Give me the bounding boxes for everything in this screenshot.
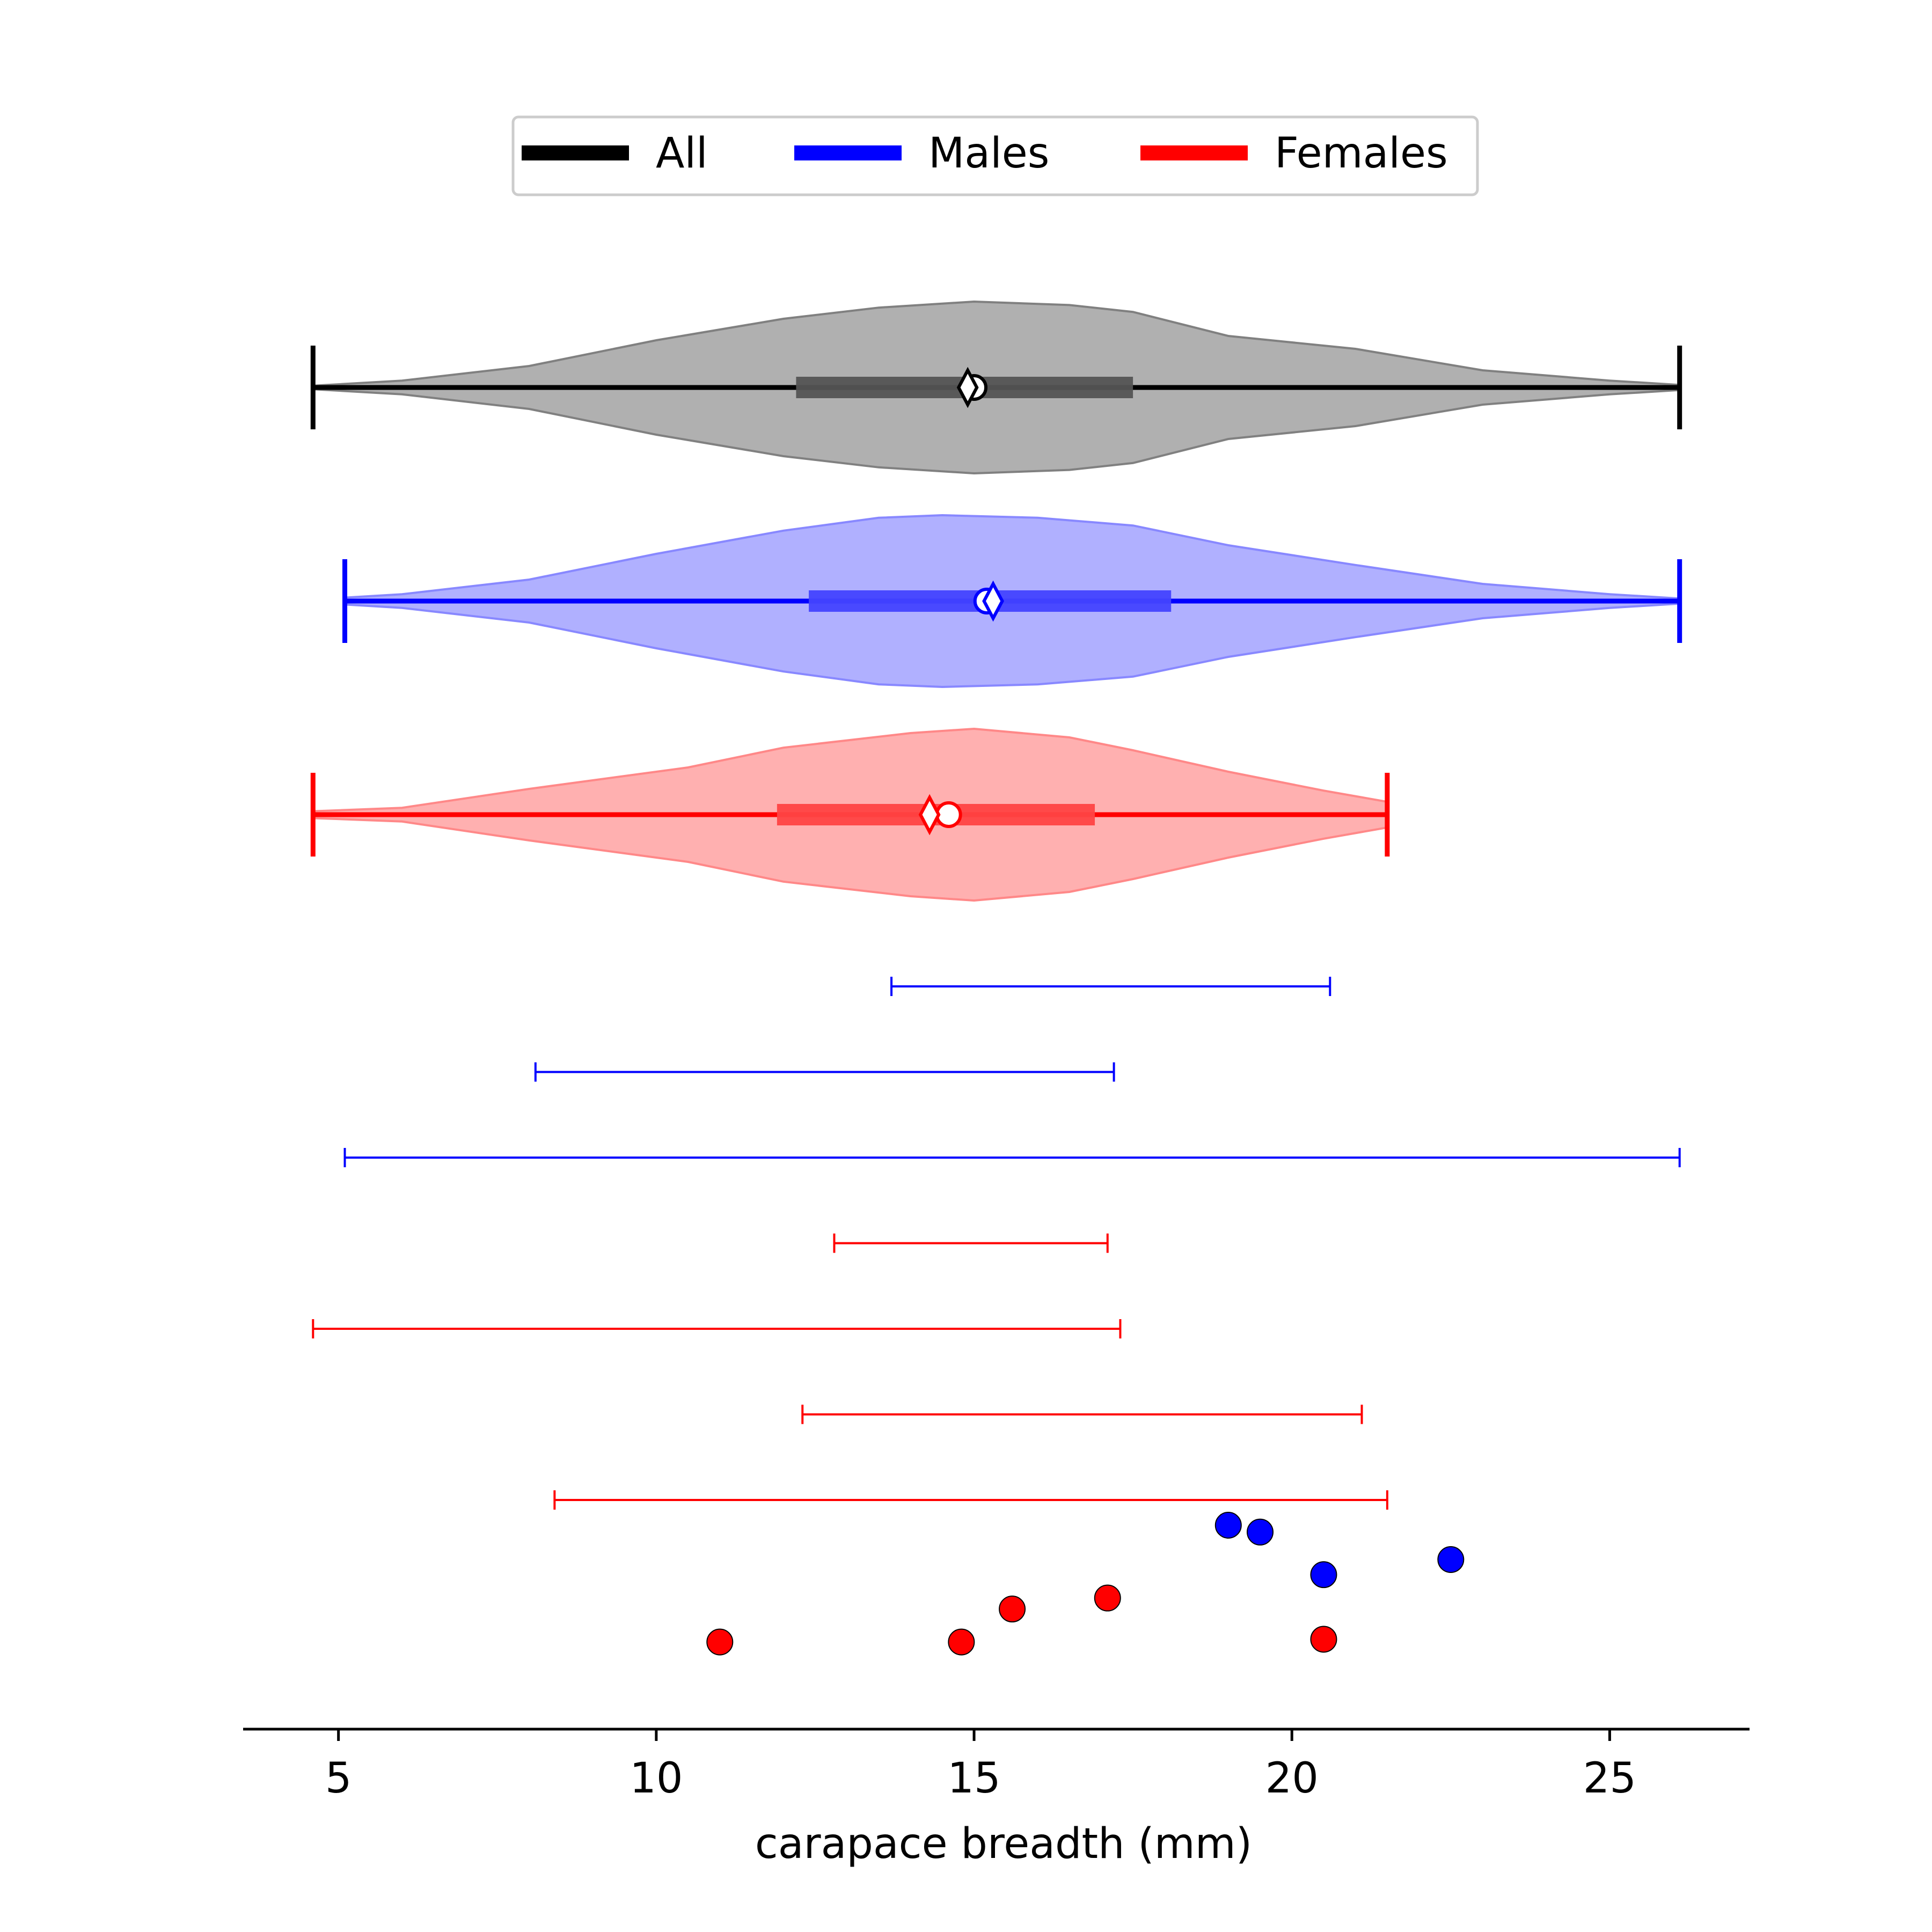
interval-bar — [890, 977, 1331, 996]
violins — [310, 300, 1682, 902]
legend: All Males Females — [511, 115, 1479, 196]
x-tick-label: 20 — [1265, 1754, 1319, 1803]
legend-label: Males — [928, 129, 1049, 178]
data-point — [1214, 1512, 1242, 1539]
legend-label: All — [656, 129, 708, 178]
x-tick-label: 15 — [947, 1754, 1000, 1803]
data-point — [1094, 1584, 1121, 1612]
x-axis-label: carapace breadth (mm) — [755, 1820, 1252, 1868]
legend-frame — [511, 115, 1479, 196]
data-point — [999, 1596, 1026, 1623]
x-tick-label: 10 — [630, 1754, 683, 1803]
data-point — [1310, 1561, 1337, 1589]
violin-all — [310, 300, 1682, 475]
interval-bar — [343, 1148, 1681, 1167]
data-point — [1247, 1518, 1274, 1546]
scatter-points — [706, 1512, 1465, 1656]
median-marker — [918, 794, 941, 836]
data-point — [1310, 1626, 1337, 1653]
data-point — [948, 1628, 975, 1656]
data-point — [706, 1628, 734, 1656]
x-tick-label: 25 — [1583, 1754, 1636, 1803]
interval-bar — [801, 1404, 1363, 1424]
interval-bar — [534, 1062, 1115, 1082]
interval-bar — [553, 1490, 1388, 1510]
interval-bar — [312, 1319, 1122, 1338]
violin-males — [342, 514, 1682, 689]
x-tick-label: 5 — [325, 1754, 352, 1803]
data-point — [1437, 1546, 1465, 1573]
median-marker — [982, 580, 1004, 622]
interval-bar — [833, 1233, 1109, 1253]
violin-females — [310, 727, 1390, 902]
median-marker — [956, 367, 979, 408]
legend-label: Females — [1275, 129, 1448, 178]
x-axis: 5 10 15 20 25 — [243, 1728, 1750, 1803]
intervals — [312, 977, 1681, 1510]
